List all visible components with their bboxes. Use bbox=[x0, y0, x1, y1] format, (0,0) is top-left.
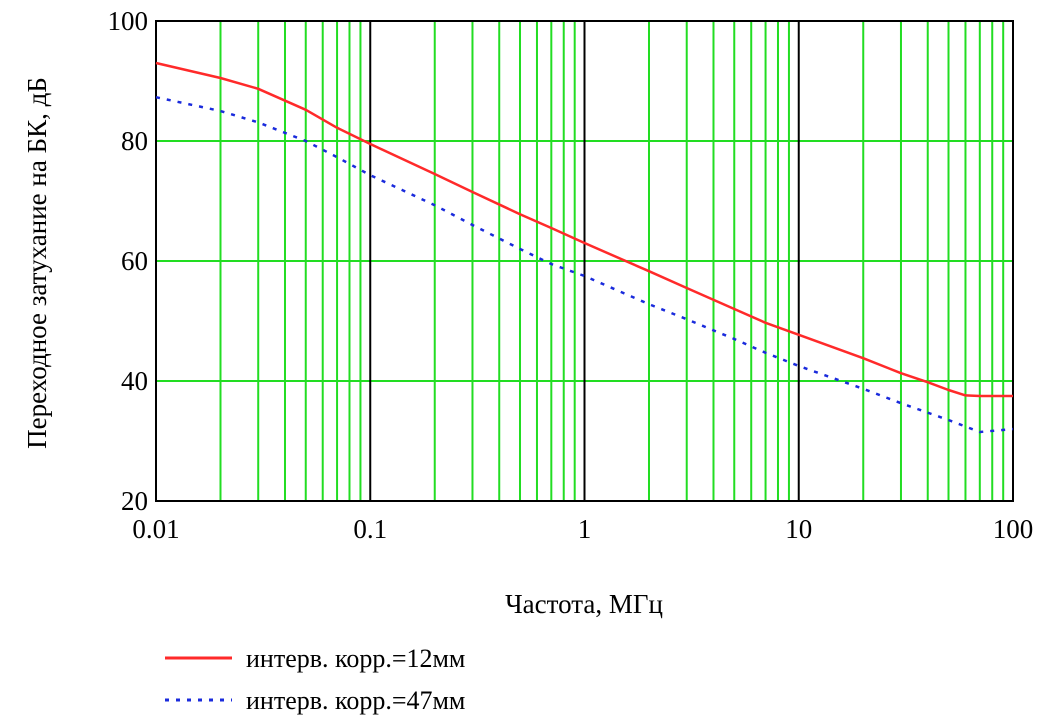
legend-label-12mm: интерв. корр.=12мм bbox=[246, 644, 465, 673]
tick-labels: 0.01 0.1 1 10 100 20 40 60 80 100 bbox=[108, 6, 1034, 544]
x-tick-label: 0.01 bbox=[132, 514, 179, 544]
grid bbox=[156, 21, 1013, 501]
series-line-0 bbox=[155, 61, 1013, 398]
series-line-1 bbox=[155, 95, 1014, 434]
x-tick-label: 100 bbox=[993, 514, 1034, 544]
x-tick-label: 1 bbox=[578, 514, 592, 544]
legend-label-47mm: интерв. корр.=47мм bbox=[246, 686, 465, 715]
y-tick-label: 20 bbox=[121, 486, 148, 516]
y-tick-label: 100 bbox=[108, 6, 149, 36]
legend-item-47mm: интерв. корр.=47мм bbox=[165, 686, 465, 715]
x-axis-title: Частота, МГц bbox=[505, 589, 663, 619]
y-tick-label: 80 bbox=[121, 126, 148, 156]
y-tick-label: 60 bbox=[121, 246, 148, 276]
y-axis-title: Переходное затухание на БК, дБ bbox=[22, 77, 52, 449]
series-layer bbox=[155, 61, 1014, 434]
x-tick-label: 0.1 bbox=[353, 514, 387, 544]
plot-frame bbox=[155, 20, 1014, 502]
y-tick-label: 40 bbox=[121, 366, 148, 396]
legend-item-12mm: интерв. корр.=12мм bbox=[165, 644, 465, 673]
legend: интерв. корр.=12мм интерв. корр.=47мм bbox=[165, 644, 465, 715]
x-tick-label: 10 bbox=[785, 514, 812, 544]
